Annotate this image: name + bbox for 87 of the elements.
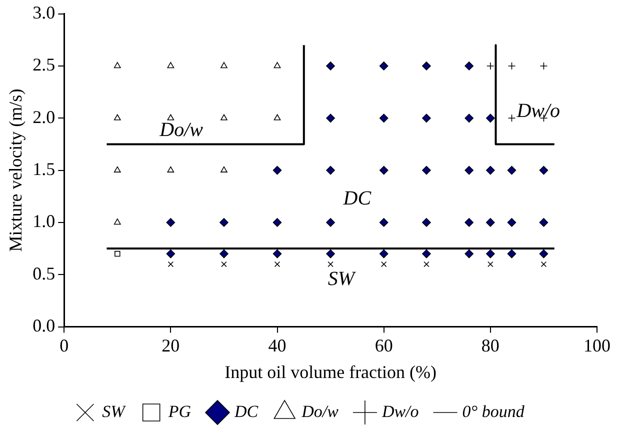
point bbox=[507, 218, 516, 227]
point bbox=[486, 166, 495, 175]
point bbox=[274, 261, 280, 268]
point bbox=[539, 249, 548, 258]
y-tick-label: 2.5 bbox=[32, 54, 56, 75]
point bbox=[220, 114, 228, 120]
x-tick-label: 0 bbox=[60, 335, 69, 356]
point bbox=[422, 249, 431, 258]
legend-label: Dw/o bbox=[380, 402, 419, 421]
point bbox=[539, 218, 548, 227]
point bbox=[220, 166, 228, 172]
y-axis-title: Mixture velocity (m/s) bbox=[6, 88, 26, 252]
point bbox=[167, 62, 174, 68]
point bbox=[220, 249, 228, 258]
y-tick-label: 3.0 bbox=[32, 2, 56, 23]
point bbox=[114, 218, 121, 225]
annotation: Do/w bbox=[158, 118, 204, 141]
point bbox=[486, 249, 495, 258]
point bbox=[540, 261, 547, 268]
point bbox=[272, 166, 282, 175]
point bbox=[272, 218, 282, 227]
x-tick-label: 40 bbox=[268, 335, 286, 356]
y-tick-label: 1.5 bbox=[32, 159, 56, 180]
legend-label: DC bbox=[233, 402, 259, 421]
point bbox=[464, 249, 474, 258]
point bbox=[507, 166, 516, 175]
annotation: SW bbox=[328, 268, 357, 290]
point bbox=[422, 166, 431, 175]
annotation: DC bbox=[342, 188, 372, 210]
point bbox=[114, 114, 121, 120]
point bbox=[326, 166, 335, 175]
point bbox=[486, 62, 494, 70]
point bbox=[422, 62, 431, 70]
x-tick-label: 100 bbox=[584, 335, 610, 356]
annotation: Dw/o bbox=[516, 100, 560, 122]
point bbox=[508, 62, 516, 70]
point bbox=[166, 218, 176, 227]
y-tick-label: 0.0 bbox=[32, 316, 56, 336]
point bbox=[422, 218, 431, 227]
y-tick-label: 1.0 bbox=[32, 211, 56, 232]
point bbox=[272, 249, 282, 258]
point bbox=[326, 62, 335, 70]
legend-label: 0° bound bbox=[462, 402, 525, 421]
y-tick-label: 2.0 bbox=[32, 106, 56, 127]
point bbox=[167, 166, 174, 172]
point bbox=[486, 114, 495, 123]
point bbox=[221, 261, 227, 268]
point bbox=[220, 62, 228, 68]
point bbox=[464, 218, 474, 227]
point bbox=[507, 249, 516, 258]
point bbox=[488, 261, 494, 268]
legend-label: Do/w bbox=[300, 402, 340, 421]
point bbox=[114, 62, 121, 68]
point bbox=[422, 114, 431, 123]
point bbox=[326, 114, 335, 123]
point bbox=[326, 218, 335, 227]
point bbox=[379, 114, 388, 123]
point bbox=[540, 62, 548, 70]
point bbox=[380, 261, 387, 268]
point bbox=[168, 261, 174, 268]
point bbox=[486, 218, 495, 227]
x-tick-label: 20 bbox=[162, 335, 180, 356]
point bbox=[379, 166, 388, 175]
point bbox=[464, 114, 474, 123]
point bbox=[274, 62, 281, 68]
x-axis-title: Input oil volume fraction (%) bbox=[224, 362, 437, 382]
point bbox=[464, 62, 474, 70]
point bbox=[114, 166, 121, 172]
point bbox=[424, 261, 430, 268]
point bbox=[379, 62, 388, 70]
x-tick-label: 60 bbox=[374, 335, 393, 356]
point bbox=[167, 114, 174, 120]
y-tick-label: 0.5 bbox=[32, 263, 56, 284]
point bbox=[508, 114, 516, 122]
point bbox=[166, 249, 176, 258]
point bbox=[464, 166, 474, 175]
point bbox=[114, 250, 120, 257]
point bbox=[220, 218, 228, 227]
point bbox=[326, 249, 335, 258]
x-tick-label: 80 bbox=[481, 335, 500, 356]
point bbox=[379, 218, 388, 227]
legend-label: SW bbox=[102, 402, 127, 421]
point bbox=[539, 166, 548, 175]
legend-label: PG bbox=[167, 402, 191, 421]
point bbox=[379, 249, 388, 258]
point bbox=[274, 114, 281, 120]
point bbox=[328, 261, 334, 268]
